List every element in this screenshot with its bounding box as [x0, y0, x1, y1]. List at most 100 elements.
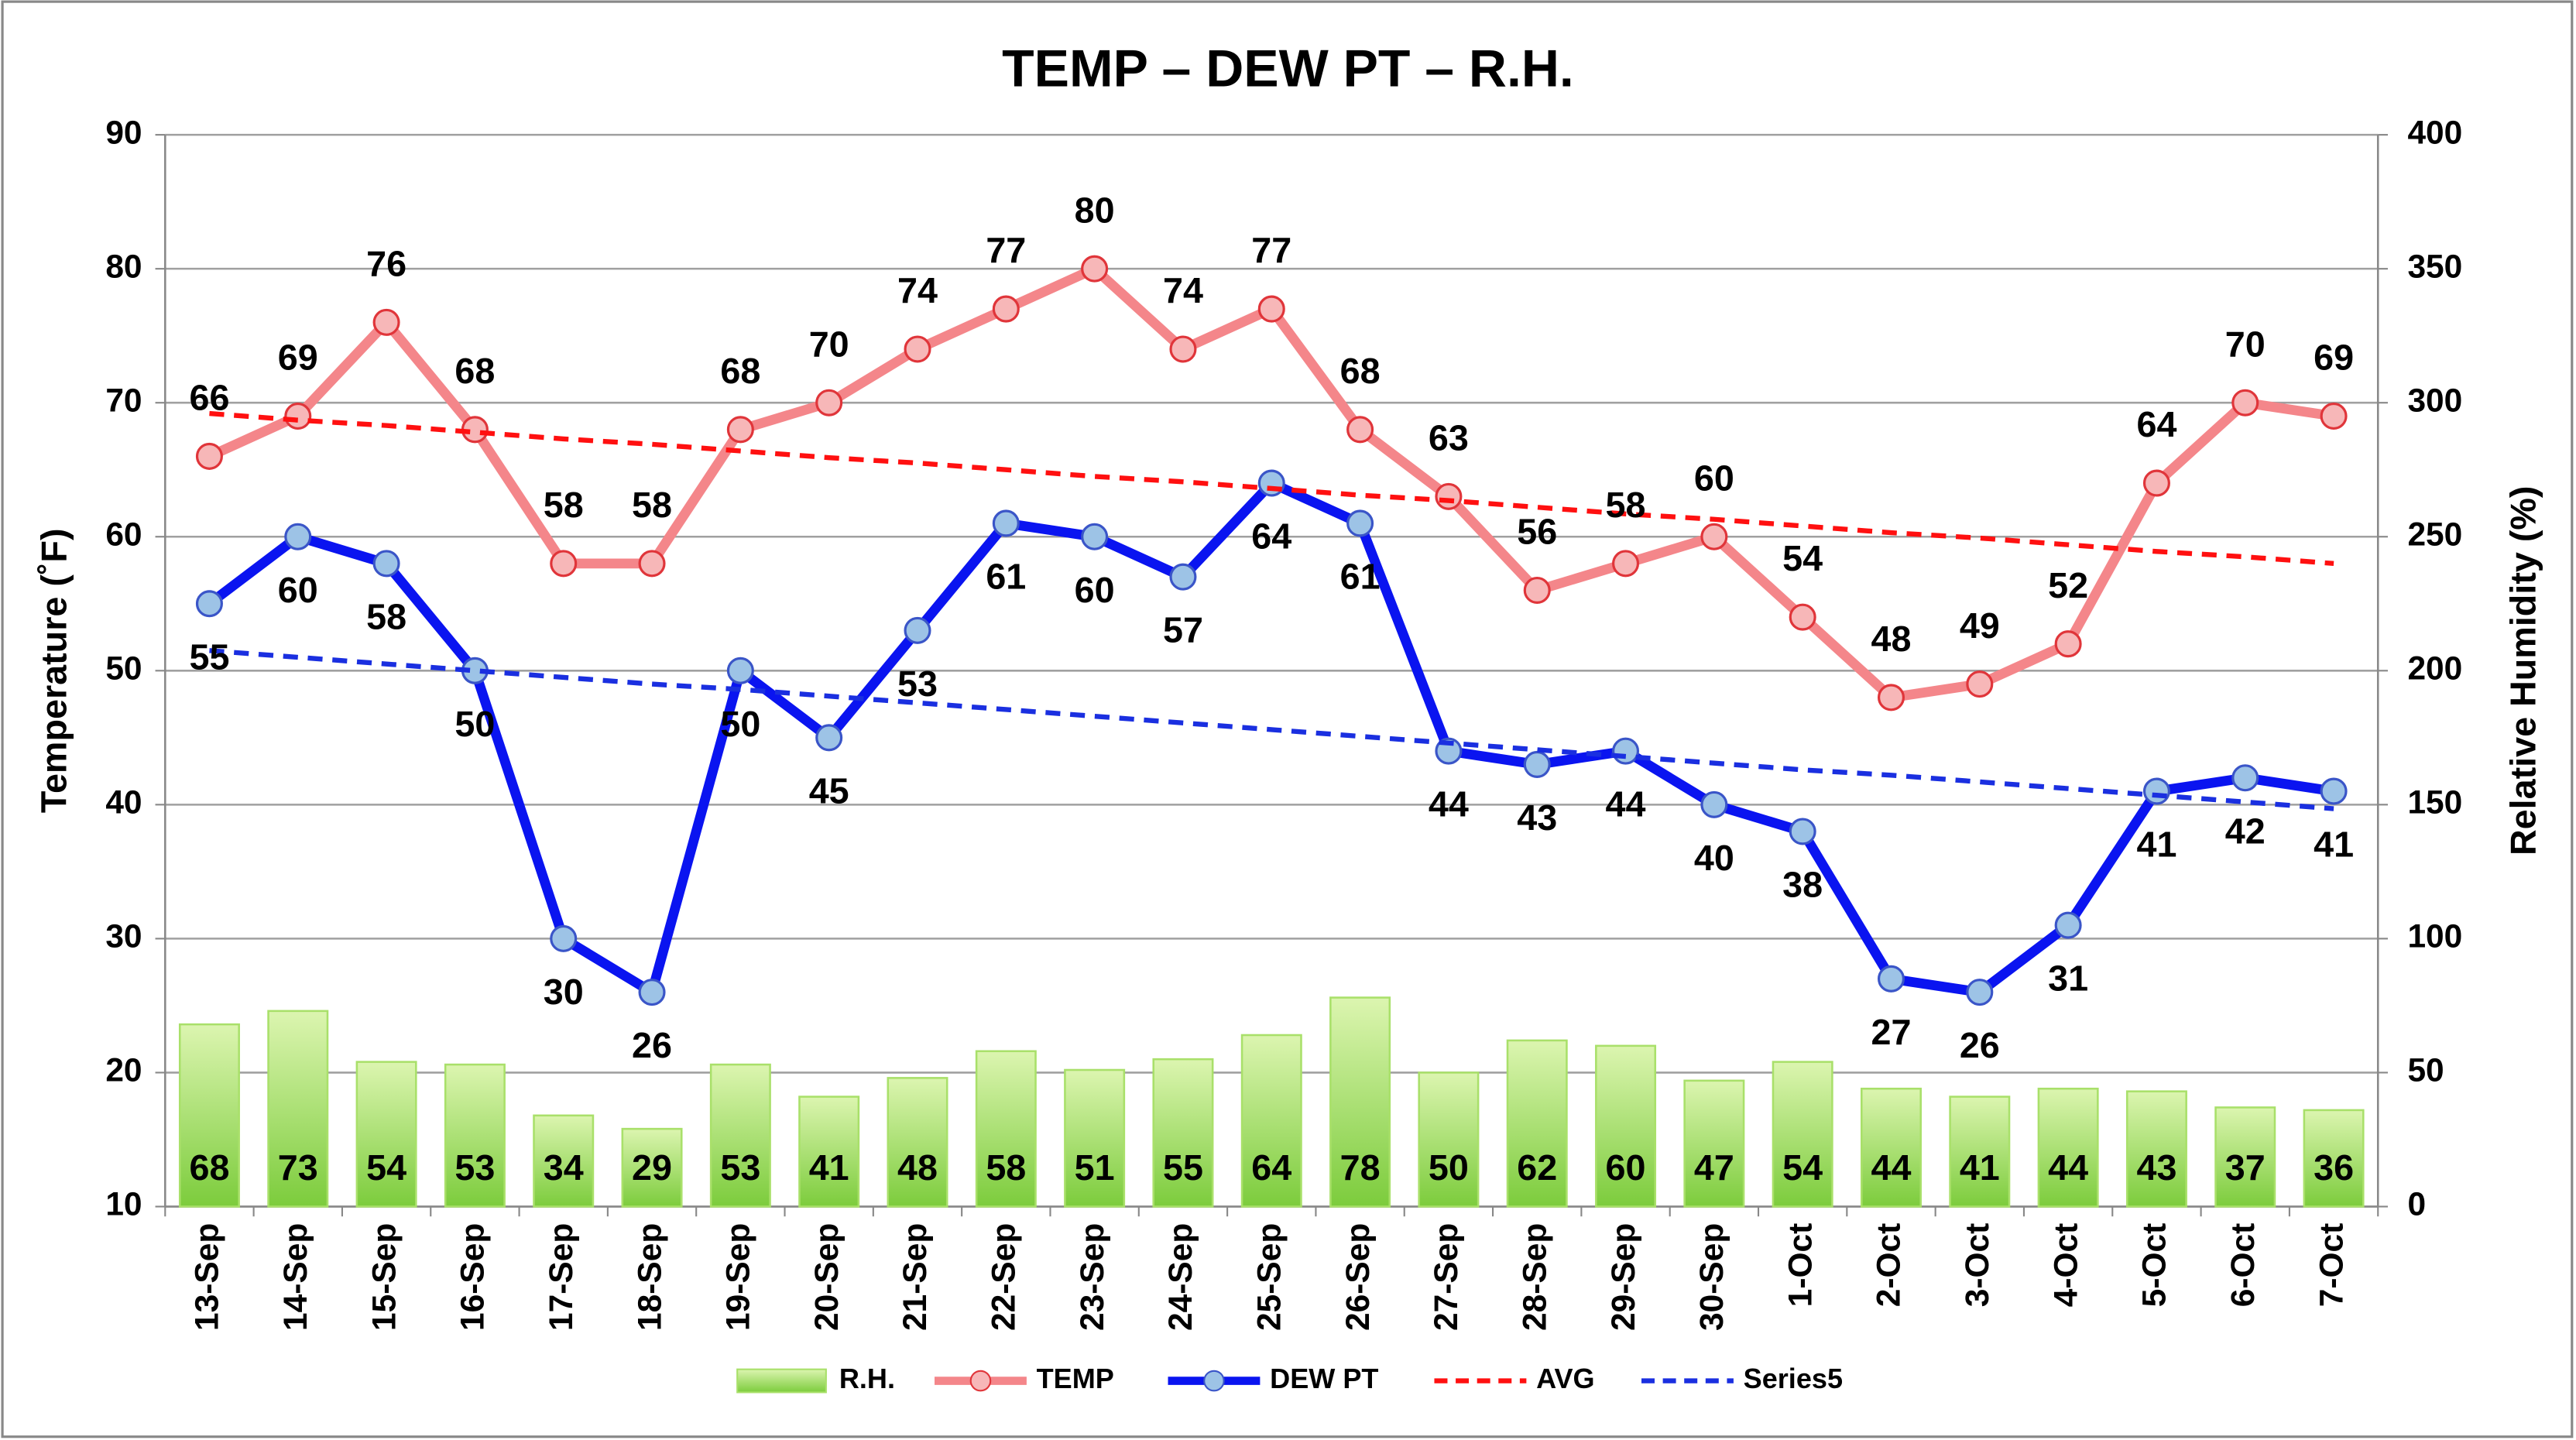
legend-label: DEW PT [1270, 1363, 1378, 1394]
bar [1949, 1095, 2011, 1208]
data-label: 77 [1251, 230, 1291, 270]
y-tick-label: 40 [105, 784, 142, 821]
data-label: 60 [1694, 458, 1734, 498]
bar-value-label: 43 [2136, 1147, 2176, 1188]
bar-value-label: 36 [2314, 1147, 2354, 1188]
bar-value-label: 41 [1960, 1147, 2000, 1188]
marker [992, 295, 1020, 323]
marker [2054, 630, 2082, 658]
data-label: 61 [1340, 556, 1381, 596]
marker [1081, 523, 1109, 550]
data-label: 26 [632, 1025, 672, 1065]
data-label: 58 [366, 596, 406, 636]
data-label: 54 [1782, 538, 1823, 578]
data-label: 41 [2314, 825, 2354, 865]
data-label: 44 [1429, 784, 1469, 825]
bar [267, 1010, 329, 1208]
legend-marker [969, 1370, 992, 1392]
marker [284, 523, 312, 550]
data-label: 58 [632, 485, 672, 525]
x-tick-label: 26-Sep [1339, 1223, 1376, 1331]
x-tick-label: 20-Sep [808, 1223, 845, 1331]
marker [2231, 764, 2259, 792]
data-label: 68 [720, 351, 760, 391]
bar-value-label: 73 [278, 1147, 318, 1188]
data-label: 55 [189, 636, 229, 677]
data-label: 64 [1251, 516, 1291, 557]
marker [550, 550, 578, 578]
data-label: 48 [1871, 619, 1912, 659]
marker [1257, 469, 1285, 497]
data-label: 60 [1075, 570, 1115, 610]
y-tick-label: 70 [105, 382, 142, 418]
marker [1346, 509, 1374, 537]
y2-tick-label: 150 [2407, 784, 2462, 821]
bar-value-label: 48 [897, 1147, 938, 1188]
legend-label: TEMP [1037, 1363, 1114, 1394]
legend-label: Series5 [1744, 1363, 1843, 1394]
bar [444, 1063, 506, 1208]
bar [2303, 1109, 2365, 1208]
y2-tick-label: 400 [2407, 114, 2462, 150]
y2-tick-label: 50 [2407, 1052, 2444, 1089]
chart-title: TEMP – DEW PT – R.H. [1002, 39, 1574, 98]
marker [638, 550, 666, 578]
y-tick-label: 10 [105, 1186, 142, 1222]
marker [1789, 603, 1816, 631]
marker [1700, 523, 1728, 550]
x-tick-label: 22-Sep [986, 1223, 1022, 1331]
bar-value-label: 64 [1251, 1147, 1291, 1188]
bar-value-label: 50 [1429, 1147, 1469, 1188]
marker [2320, 402, 2348, 430]
data-label: 53 [897, 663, 938, 704]
x-tick-label: 21-Sep [897, 1223, 933, 1331]
y-tick-label: 20 [105, 1052, 142, 1089]
data-label: 61 [986, 556, 1026, 596]
marker [1169, 335, 1197, 363]
data-label: 56 [1517, 512, 1557, 552]
marker [550, 924, 578, 952]
x-tick-label: 28-Sep [1516, 1223, 1552, 1331]
y2-tick-label: 250 [2407, 516, 2462, 552]
y-axis-title: Temperature (˚F) [34, 528, 74, 813]
bar [1683, 1079, 1745, 1208]
bar-value-label: 47 [1694, 1147, 1734, 1188]
marker [1612, 737, 1640, 765]
x-tick-label: 25-Sep [1250, 1223, 1287, 1331]
bar [1064, 1068, 1126, 1208]
marker [2142, 777, 2170, 805]
bar [798, 1095, 860, 1208]
data-label: 42 [2225, 811, 2266, 851]
marker [195, 442, 223, 470]
data-label: 50 [720, 704, 760, 744]
legend-label: R.H. [839, 1363, 895, 1394]
x-tick-label: 23-Sep [1074, 1223, 1110, 1331]
bar [709, 1063, 771, 1208]
marker [372, 550, 400, 578]
data-label: 76 [366, 244, 406, 284]
data-label: 68 [454, 351, 495, 391]
x-tick-label: 18-Sep [631, 1223, 667, 1331]
x-tick-label: 7-Oct [2313, 1223, 2349, 1308]
data-label: 66 [189, 378, 229, 418]
bar [1418, 1071, 1480, 1208]
legend-swatch [736, 1368, 827, 1394]
trend-line [209, 410, 2334, 567]
bar [1860, 1087, 1922, 1208]
x-tick-label: 16-Sep [454, 1223, 491, 1331]
marker [1877, 965, 1905, 993]
data-label: 68 [1340, 351, 1381, 391]
marker [2054, 911, 2082, 939]
bar [2037, 1087, 2099, 1208]
bar [887, 1077, 948, 1208]
bar-value-label: 58 [986, 1147, 1026, 1188]
data-label: 57 [1163, 610, 1203, 650]
marker [1612, 550, 1640, 578]
y2-tick-label: 300 [2407, 382, 2462, 418]
y-tick-label: 50 [105, 650, 142, 687]
marker [1966, 670, 1994, 698]
y-tick-label: 80 [105, 248, 142, 284]
bar-value-label: 44 [2048, 1147, 2088, 1188]
bar-value-label: 54 [1782, 1147, 1823, 1188]
